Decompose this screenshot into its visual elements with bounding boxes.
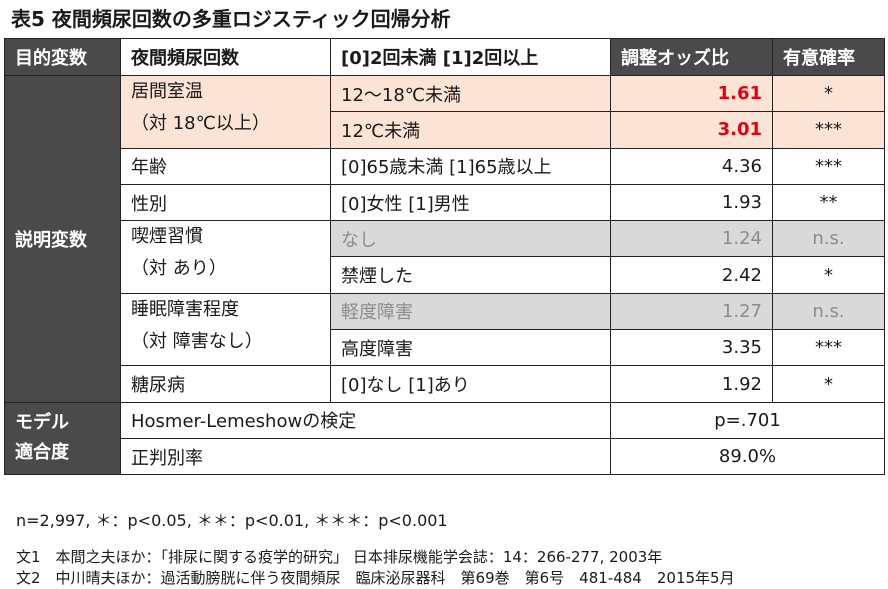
category-cell: なし bbox=[330, 220, 611, 258]
header-outcome: 夜間頻尿回数 bbox=[120, 38, 331, 76]
header-outcome-coding: [0]2回未満 [1]2回以上 bbox=[330, 38, 611, 76]
odds-ratio-cell: 1.27 bbox=[610, 292, 773, 331]
table-row: 説明変数 居間室温 （対 18℃以上） 12～18℃未満 1.61 * bbox=[4, 74, 885, 403]
category-cell: [0]65歳未満 [1]65歳以上 bbox=[330, 147, 611, 185]
table-row: 12℃未満 3.01 *** bbox=[5, 111, 885, 149]
significance-cell: * bbox=[772, 365, 885, 403]
category-cell: 軽度障害 bbox=[330, 292, 611, 331]
odds-ratio-cell: 3.35 bbox=[610, 329, 773, 367]
odds-ratio-cell: 1.92 bbox=[610, 365, 773, 403]
header-row: 目的変数 夜間頻尿回数 [0]2回未満 [1]2回以上 調整オッズ比 有意確率 bbox=[4, 38, 885, 76]
table-title: 表5 夜間頻尿回数の多重ロジスティック回帰分析 bbox=[11, 7, 451, 31]
category-cell: [0]なし [1]あり bbox=[330, 365, 611, 403]
header-adjusted-odds-ratio: 調整オッズ比 bbox=[610, 38, 773, 76]
variable-room-temperature: 居間室温 （対 18℃以上） bbox=[120, 75, 331, 149]
variable-sex: 性別 bbox=[120, 183, 331, 222]
odds-ratio-cell: 1.24 bbox=[610, 220, 773, 258]
odds-ratio-cell: 2.42 bbox=[610, 256, 773, 294]
significance-cell: *** bbox=[772, 329, 885, 367]
table-row: 喫煙習慣 （対 あり） なし 1.24 n.s. bbox=[5, 220, 885, 294]
hosmer-lemeshow-label: Hosmer-Lemeshowの検定 bbox=[120, 401, 611, 439]
regression-table: 目的変数 夜間頻尿回数 [0]2回未満 [1]2回以上 調整オッズ比 有意確率 … bbox=[4, 38, 885, 476]
hosmer-lemeshow-value: p=.701 bbox=[610, 401, 885, 439]
significance-cell: * bbox=[772, 256, 885, 294]
reference-2: 文2 中川晴夫ほか：過活動膀胱に伴う夜間頻尿 臨床泌尿器科 第69巻 第6号 4… bbox=[16, 569, 735, 587]
accuracy-label: 正判別率 bbox=[120, 437, 611, 476]
header-dependent-variable: 目的変数 bbox=[4, 38, 121, 76]
table-row: 糖尿病 [0]なし [1]あり 1.92 * bbox=[5, 365, 885, 403]
header-significance: 有意確率 bbox=[772, 38, 885, 76]
odds-ratio-cell: 1.93 bbox=[610, 183, 773, 222]
table-row: 正判別率 89.0% bbox=[5, 437, 885, 476]
odds-ratio-cell: 4.36 bbox=[610, 147, 773, 185]
group-label-explanatory: 説明変数 bbox=[4, 75, 121, 403]
table-row: 性別 [0]女性 [1]男性 1.93 ** bbox=[5, 183, 885, 222]
category-cell: 12℃未満 bbox=[330, 111, 611, 149]
significance-cell: *** bbox=[772, 147, 885, 185]
table-row: 睡眠障害程度 （対 障害なし） 軽度障害 1.27 n.s. bbox=[5, 292, 885, 367]
category-cell: [0]女性 [1]男性 bbox=[330, 183, 611, 222]
reference-1: 文1 本間之夫ほか：「排尿に関する疫学的研究」 日本排尿機能学会誌：14：266… bbox=[16, 548, 663, 566]
table-row: 年齢 [0]65歳未満 [1]65歳以上 4.36 *** bbox=[5, 147, 885, 185]
category-cell: 高度障害 bbox=[330, 329, 611, 367]
table-row: 禁煙した 2.42 * bbox=[5, 256, 885, 294]
significance-cell: n.s. bbox=[772, 220, 885, 258]
group-label-model-fit: モデル 適合度 bbox=[4, 401, 121, 476]
table-row: モデル 適合度 Hosmer-Lemeshowの検定 p=.701 bbox=[4, 401, 885, 476]
odds-ratio-cell: 3.01 bbox=[610, 111, 773, 149]
variable-smoking: 喫煙習慣 （対 あり） bbox=[120, 220, 331, 294]
category-cell: 12～18℃未満 bbox=[330, 74, 611, 113]
significance-note: n=2,997, ＊：p<0.05, ＊＊：p<0.01, ＊＊＊：p<0.00… bbox=[16, 511, 448, 530]
accuracy-value: 89.0% bbox=[610, 437, 885, 476]
variable-sleep-disorder: 睡眠障害程度 （対 障害なし） bbox=[120, 292, 331, 367]
variable-diabetes: 糖尿病 bbox=[120, 365, 331, 403]
variable-age: 年齢 bbox=[120, 147, 331, 185]
significance-cell: *** bbox=[772, 111, 885, 149]
significance-cell: * bbox=[772, 74, 885, 113]
significance-cell: ** bbox=[772, 183, 885, 222]
category-cell: 禁煙した bbox=[330, 256, 611, 294]
significance-cell: n.s. bbox=[772, 292, 885, 331]
odds-ratio-cell: 1.61 bbox=[610, 74, 773, 113]
